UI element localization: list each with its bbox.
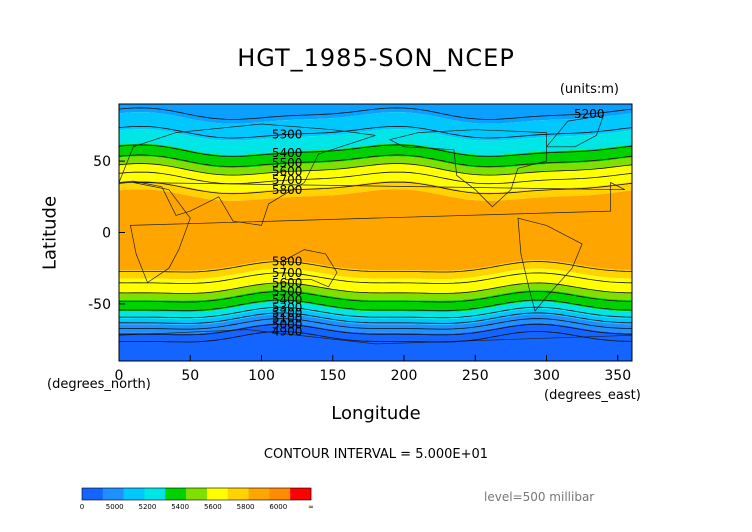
color-band (119, 282, 632, 301)
x-tick-label: 50 (181, 368, 199, 384)
colorbar-label: 5800 (237, 503, 255, 511)
level-note: level=500 millibar (484, 490, 595, 504)
colorbar-swatch (82, 488, 104, 500)
coastline (388, 129, 547, 208)
color-band (119, 143, 632, 168)
colorbar-label: 0 (80, 503, 84, 511)
colorbar-frame (81, 487, 312, 501)
color-band (119, 180, 632, 201)
contour-label: 5600 (272, 165, 303, 179)
coastline (517, 217, 583, 312)
contour-line (119, 261, 633, 273)
color-band (119, 112, 632, 141)
x-tick-label: 0 (115, 368, 124, 384)
colorbar-label: 5400 (171, 503, 189, 511)
colorbar-label: 6000 (269, 503, 287, 511)
y-tick-label: 50 (93, 154, 111, 170)
contour-line (118, 272, 633, 284)
y-unit-label: (degrees_east) (544, 388, 641, 403)
color-band (119, 301, 632, 320)
contour-line (118, 107, 633, 120)
colorbar-swatch (186, 488, 208, 500)
colorbar-swatch (290, 488, 312, 500)
colorbar-swatch (165, 488, 187, 500)
color-band (119, 129, 632, 156)
contour-line (119, 312, 633, 324)
colorbar-swatch (227, 488, 249, 500)
contour-label: 5800 (272, 183, 303, 197)
colorbar-label: 5600 (204, 503, 222, 511)
contour-line (119, 299, 633, 312)
x-tick-label: 300 (533, 368, 560, 384)
x-tick-label: 100 (248, 368, 275, 384)
contour-line (118, 181, 633, 195)
contour-label: 5000 (272, 317, 303, 331)
y-tick-label: -50 (88, 297, 111, 313)
contour-label: 4900 (272, 325, 303, 339)
contour-label: 5300 (272, 300, 303, 314)
contour-line (119, 306, 633, 319)
contour-line (118, 144, 633, 157)
contour-line (118, 125, 633, 139)
contour-line (118, 163, 633, 176)
color-band (119, 189, 632, 271)
x-axis-label: Longitude (331, 403, 421, 424)
contour-line (118, 323, 633, 336)
colorbar-swatch (269, 488, 291, 500)
units-label: (units:m) (559, 82, 619, 97)
contour-label: 5600 (272, 276, 303, 290)
x-tick-label: 150 (319, 368, 346, 384)
contour-interval-note: CONTOUR INTERVAL = 5.000E+01 (263, 447, 489, 462)
coastline (545, 114, 605, 148)
colorbar-label: 5200 (139, 503, 157, 511)
contour-label: 5700 (272, 173, 303, 187)
contour-label: 5100 (272, 312, 303, 326)
colorbar-swatch (248, 488, 270, 500)
color-band (119, 163, 632, 193)
contour-line (118, 154, 633, 167)
contour-label: 5200 (574, 107, 605, 121)
contour-label: 5400 (272, 293, 303, 307)
contour-line (119, 318, 633, 330)
colorbar-swatch (144, 488, 166, 500)
y-tick-label: 0 (102, 226, 111, 242)
color-band (119, 314, 632, 334)
color-band (119, 322, 632, 361)
contour-label: 5300 (272, 127, 303, 141)
contour-line (118, 171, 633, 185)
contour-label: 5400 (272, 146, 303, 160)
color-band (119, 156, 632, 176)
colorbar-swatch (123, 488, 145, 500)
x-tick-label: 200 (391, 368, 418, 384)
color-band (119, 308, 632, 325)
color-band (119, 268, 632, 294)
colorbar-swatch (206, 488, 229, 500)
x-unit-label: (degrees_north) (47, 377, 151, 392)
contour-label: 5500 (272, 285, 303, 299)
x-tick-label: 350 (604, 368, 631, 384)
contour-label: 5800 (272, 255, 303, 269)
colorbar-label: 5000 (106, 503, 124, 511)
contour-line (119, 291, 633, 303)
contour-label: 5200 (272, 306, 303, 320)
contour-line (119, 331, 633, 343)
contour-line (118, 282, 633, 294)
x-tick-label: 250 (462, 368, 489, 384)
contour-label: 5700 (272, 266, 303, 280)
coastline (118, 123, 376, 226)
contour-label: 5500 (272, 156, 303, 170)
colorbar-swatch (102, 488, 124, 500)
coastline (129, 181, 626, 284)
y-axis-label: Latitude (39, 195, 61, 271)
chart-title: HGT_1985-SON_NCEP (237, 44, 515, 72)
colorbar-label: ∞ (308, 503, 314, 511)
